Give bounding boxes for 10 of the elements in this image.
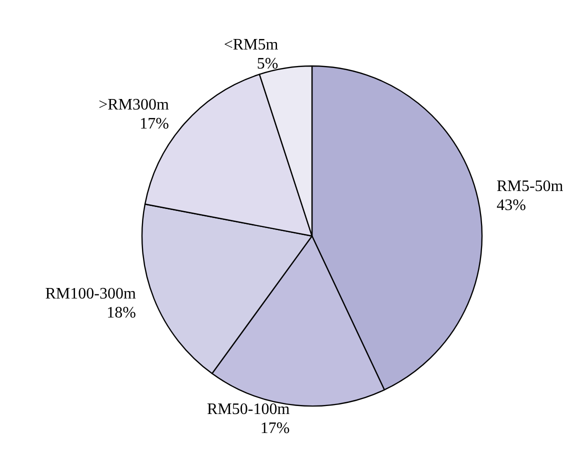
- slice-label: RM50-100m: [207, 401, 290, 418]
- slice-label: RM5-50m: [496, 178, 563, 195]
- data-label: 17%: [140, 115, 169, 132]
- slice-label: <RM5m: [224, 36, 279, 54]
- data-label: 17%: [260, 420, 290, 438]
- slice-label: RM100-300m: [45, 286, 136, 303]
- data-label: 5%: [256, 55, 278, 72]
- data-label: 18%: [106, 304, 136, 322]
- data-label: 43%: [496, 196, 526, 214]
- slice-label: >RM300m: [98, 96, 170, 114]
